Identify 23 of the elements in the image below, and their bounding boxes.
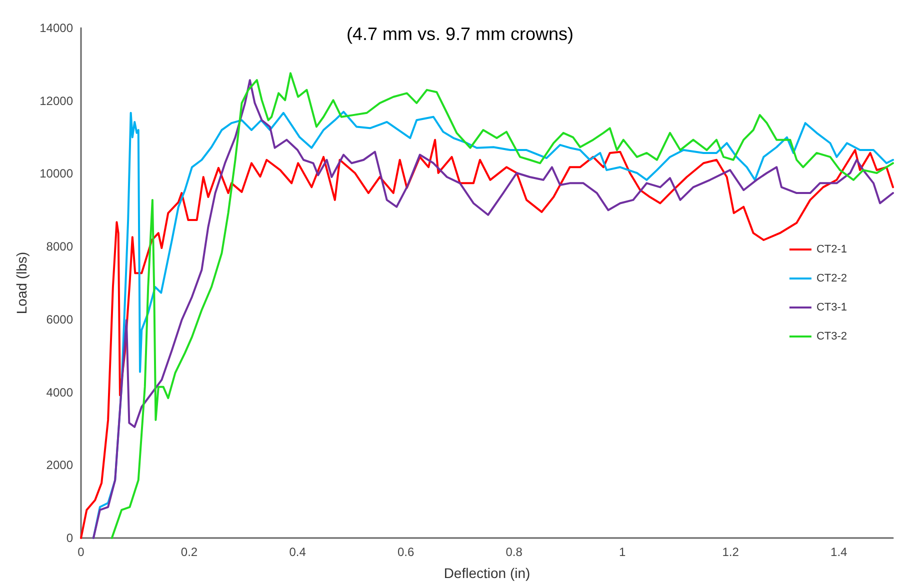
legend-label: CT3-1 [816, 302, 847, 314]
y-tick-label: 0 [66, 531, 74, 545]
x-tick-label: 0.6 [397, 545, 414, 559]
x-tick-label: 1 [618, 545, 626, 559]
chart-title: (4.7 mm vs. 9.7 mm crowns) [346, 24, 574, 44]
x-tick-label: 0.4 [289, 545, 306, 559]
x-axis-title: Deflection (in) [444, 565, 530, 581]
y-axis-title: Load (lbs) [14, 252, 30, 314]
x-tick-label: 0 [78, 545, 85, 559]
legend-label: CT3-2 [816, 330, 847, 342]
x-tick-label: 1.4 [830, 545, 848, 559]
x-tick-label: 1.2 [722, 545, 740, 559]
y-tick-label: 6000 [46, 312, 74, 326]
y-tick-label: 14000 [40, 21, 74, 35]
y-tick-label: 10000 [40, 166, 74, 181]
y-tick-label: 2000 [46, 458, 74, 472]
x-tick-label: 0.8 [506, 545, 523, 559]
legend-label: CT2-2 [816, 272, 847, 284]
y-tick-label: 8000 [46, 240, 74, 254]
legend-label: CT2-1 [816, 244, 847, 256]
x-tick-label: 0.2 [180, 545, 198, 559]
y-tick-label: 12000 [40, 94, 74, 108]
y-tick-label: 4000 [46, 385, 74, 400]
